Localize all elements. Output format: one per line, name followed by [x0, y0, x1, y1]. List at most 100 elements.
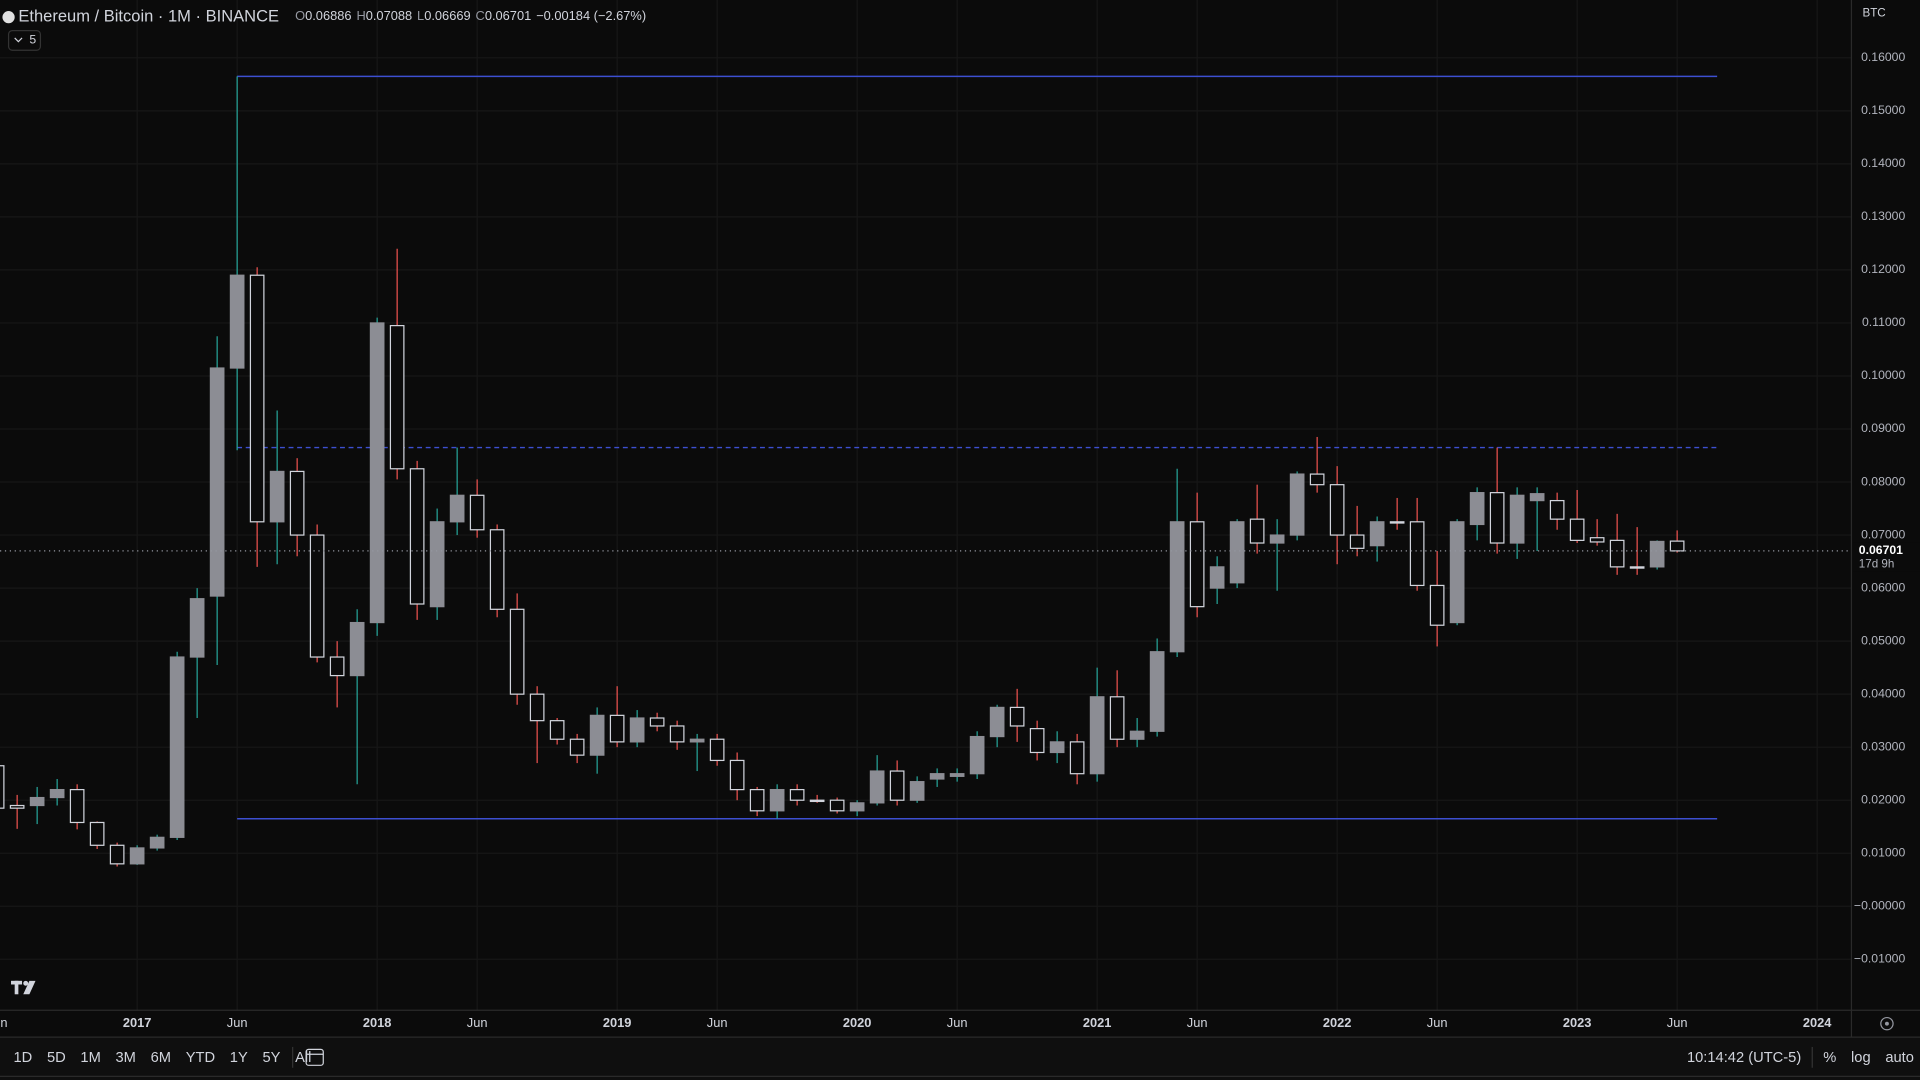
change: −0.00184 (−2.67%) — [536, 9, 646, 24]
indicator-toggle-box[interactable] — [7, 30, 42, 51]
candle-body — [129, 847, 145, 865]
y-tick-label: 0.12000 — [1861, 262, 1905, 276]
symbol-title[interactable]: Ethereum / Bitcoin · 1M · BINANCE — [18, 7, 279, 26]
candle-body — [1269, 534, 1285, 544]
range-button[interactable]: 5Y — [262, 1050, 280, 1066]
settings-icon[interactable] — [1880, 1016, 1894, 1031]
candle-body — [1389, 521, 1405, 524]
candle-body — [949, 773, 965, 777]
y-tick-label: 0.03000 — [1861, 739, 1905, 753]
ohlc-values: O0.06886 H0.07088 L0.06669 C0.06701 −0.00184… — [295, 9, 646, 24]
candle-body — [1509, 494, 1525, 544]
candle-body — [469, 494, 485, 531]
last-price-label: 0.06701 — [1859, 543, 1903, 557]
candle-body — [989, 706, 1005, 738]
candle-body — [1429, 584, 1445, 626]
candle-body — [1409, 521, 1425, 587]
y-tick-label: 0.13000 — [1861, 209, 1905, 223]
y-tick-label: 0.14000 — [1861, 156, 1905, 170]
candle-body — [349, 621, 365, 677]
y-tick-label: 0.05000 — [1861, 633, 1905, 647]
candle-body — [1589, 537, 1605, 543]
scale-option[interactable]: auto — [1885, 1050, 1914, 1066]
candle-body — [1229, 521, 1245, 584]
candle-body — [1489, 492, 1505, 544]
candle-body — [809, 799, 825, 803]
scale-option[interactable]: % — [1823, 1050, 1836, 1066]
range-button[interactable]: 1Y — [230, 1050, 248, 1066]
x-tick-label: 2018 — [363, 1015, 392, 1030]
x-tick-label: Jun — [1427, 1015, 1448, 1030]
ohlc-key: H — [356, 9, 365, 24]
y-tick-label: 0.11000 — [1862, 315, 1906, 329]
candle-body — [1469, 492, 1485, 526]
x-tick-label: Jun — [227, 1015, 248, 1030]
range-button[interactable]: 5D — [47, 1050, 66, 1066]
x-tick-label: Jun — [1667, 1015, 1688, 1030]
x-tick-label: 2022 — [1323, 1015, 1352, 1030]
x-tick-label: 2020 — [843, 1015, 872, 1030]
candle-body — [1209, 566, 1225, 589]
candle-body — [309, 534, 325, 658]
candle-body — [1189, 521, 1205, 608]
candle-body — [1009, 706, 1025, 727]
candle-body — [1609, 539, 1625, 568]
candle-body — [109, 844, 125, 865]
range-button[interactable]: 1D — [13, 1050, 32, 1066]
candle-body — [1569, 518, 1585, 541]
candle-body — [289, 470, 305, 536]
candle-body — [1029, 728, 1045, 754]
candle-body — [849, 802, 865, 812]
y-tick-label: 0.15000 — [1861, 103, 1905, 117]
candle-body — [89, 821, 105, 846]
grid — [0, 0, 1852, 1011]
candle-body — [169, 656, 185, 838]
candle-body — [549, 720, 565, 740]
candle-body — [389, 324, 405, 470]
candle-body — [449, 494, 465, 523]
candle-body — [769, 788, 785, 812]
candle-body — [1449, 521, 1465, 624]
range-button[interactable]: 3M — [116, 1050, 136, 1066]
candle-body — [409, 468, 425, 605]
range-button[interactable]: All — [295, 1050, 311, 1066]
y-tick-label: 0.06000 — [1861, 580, 1905, 594]
date-range-icon[interactable] — [305, 1048, 324, 1066]
chevron — [14, 37, 23, 43]
x-tick-label: Jun — [467, 1015, 488, 1030]
x-tick-label: 2024 — [1803, 1015, 1832, 1030]
y-tick-label: −0.00000 — [1854, 899, 1906, 913]
candle-body — [569, 738, 585, 756]
candle-body — [1109, 696, 1125, 740]
x-tick-label: 2017 — [123, 1015, 152, 1030]
candle-body — [529, 693, 545, 722]
candle-body — [909, 781, 925, 801]
candle-body — [69, 788, 85, 824]
ohlc-key: L — [417, 9, 424, 24]
indicator-count[interactable]: 5 — [29, 33, 36, 47]
bottom-toolbar — [0, 1037, 1920, 1080]
candle-body — [929, 773, 945, 780]
y-tick-label: 0.07000 — [1861, 527, 1905, 541]
last-price-badge — [1852, 542, 1920, 572]
candle-body — [29, 796, 45, 807]
clock: 10:14:42 (UTC-5) — [1687, 1050, 1801, 1066]
scale-option[interactable]: log — [1851, 1050, 1871, 1066]
currency-selector[interactable]: BTC — [1862, 7, 1885, 20]
candle-body — [689, 738, 705, 743]
ohlc-value: 0.06701 — [485, 9, 531, 24]
y-tick-label: −0.01000 — [1854, 952, 1906, 966]
candle-body — [209, 367, 225, 597]
candle-body — [889, 770, 905, 801]
range-button[interactable]: 6M — [151, 1050, 171, 1066]
symbol-icon — [2, 11, 15, 24]
candle-body — [369, 322, 385, 624]
range-button[interactable]: 1M — [80, 1050, 100, 1066]
candle-body — [1649, 540, 1665, 568]
ohlc-value: 0.06886 — [305, 9, 351, 24]
x-tick-label: Jun — [1187, 1015, 1208, 1030]
candle-body — [49, 788, 65, 799]
range-button[interactable]: YTD — [186, 1050, 215, 1066]
